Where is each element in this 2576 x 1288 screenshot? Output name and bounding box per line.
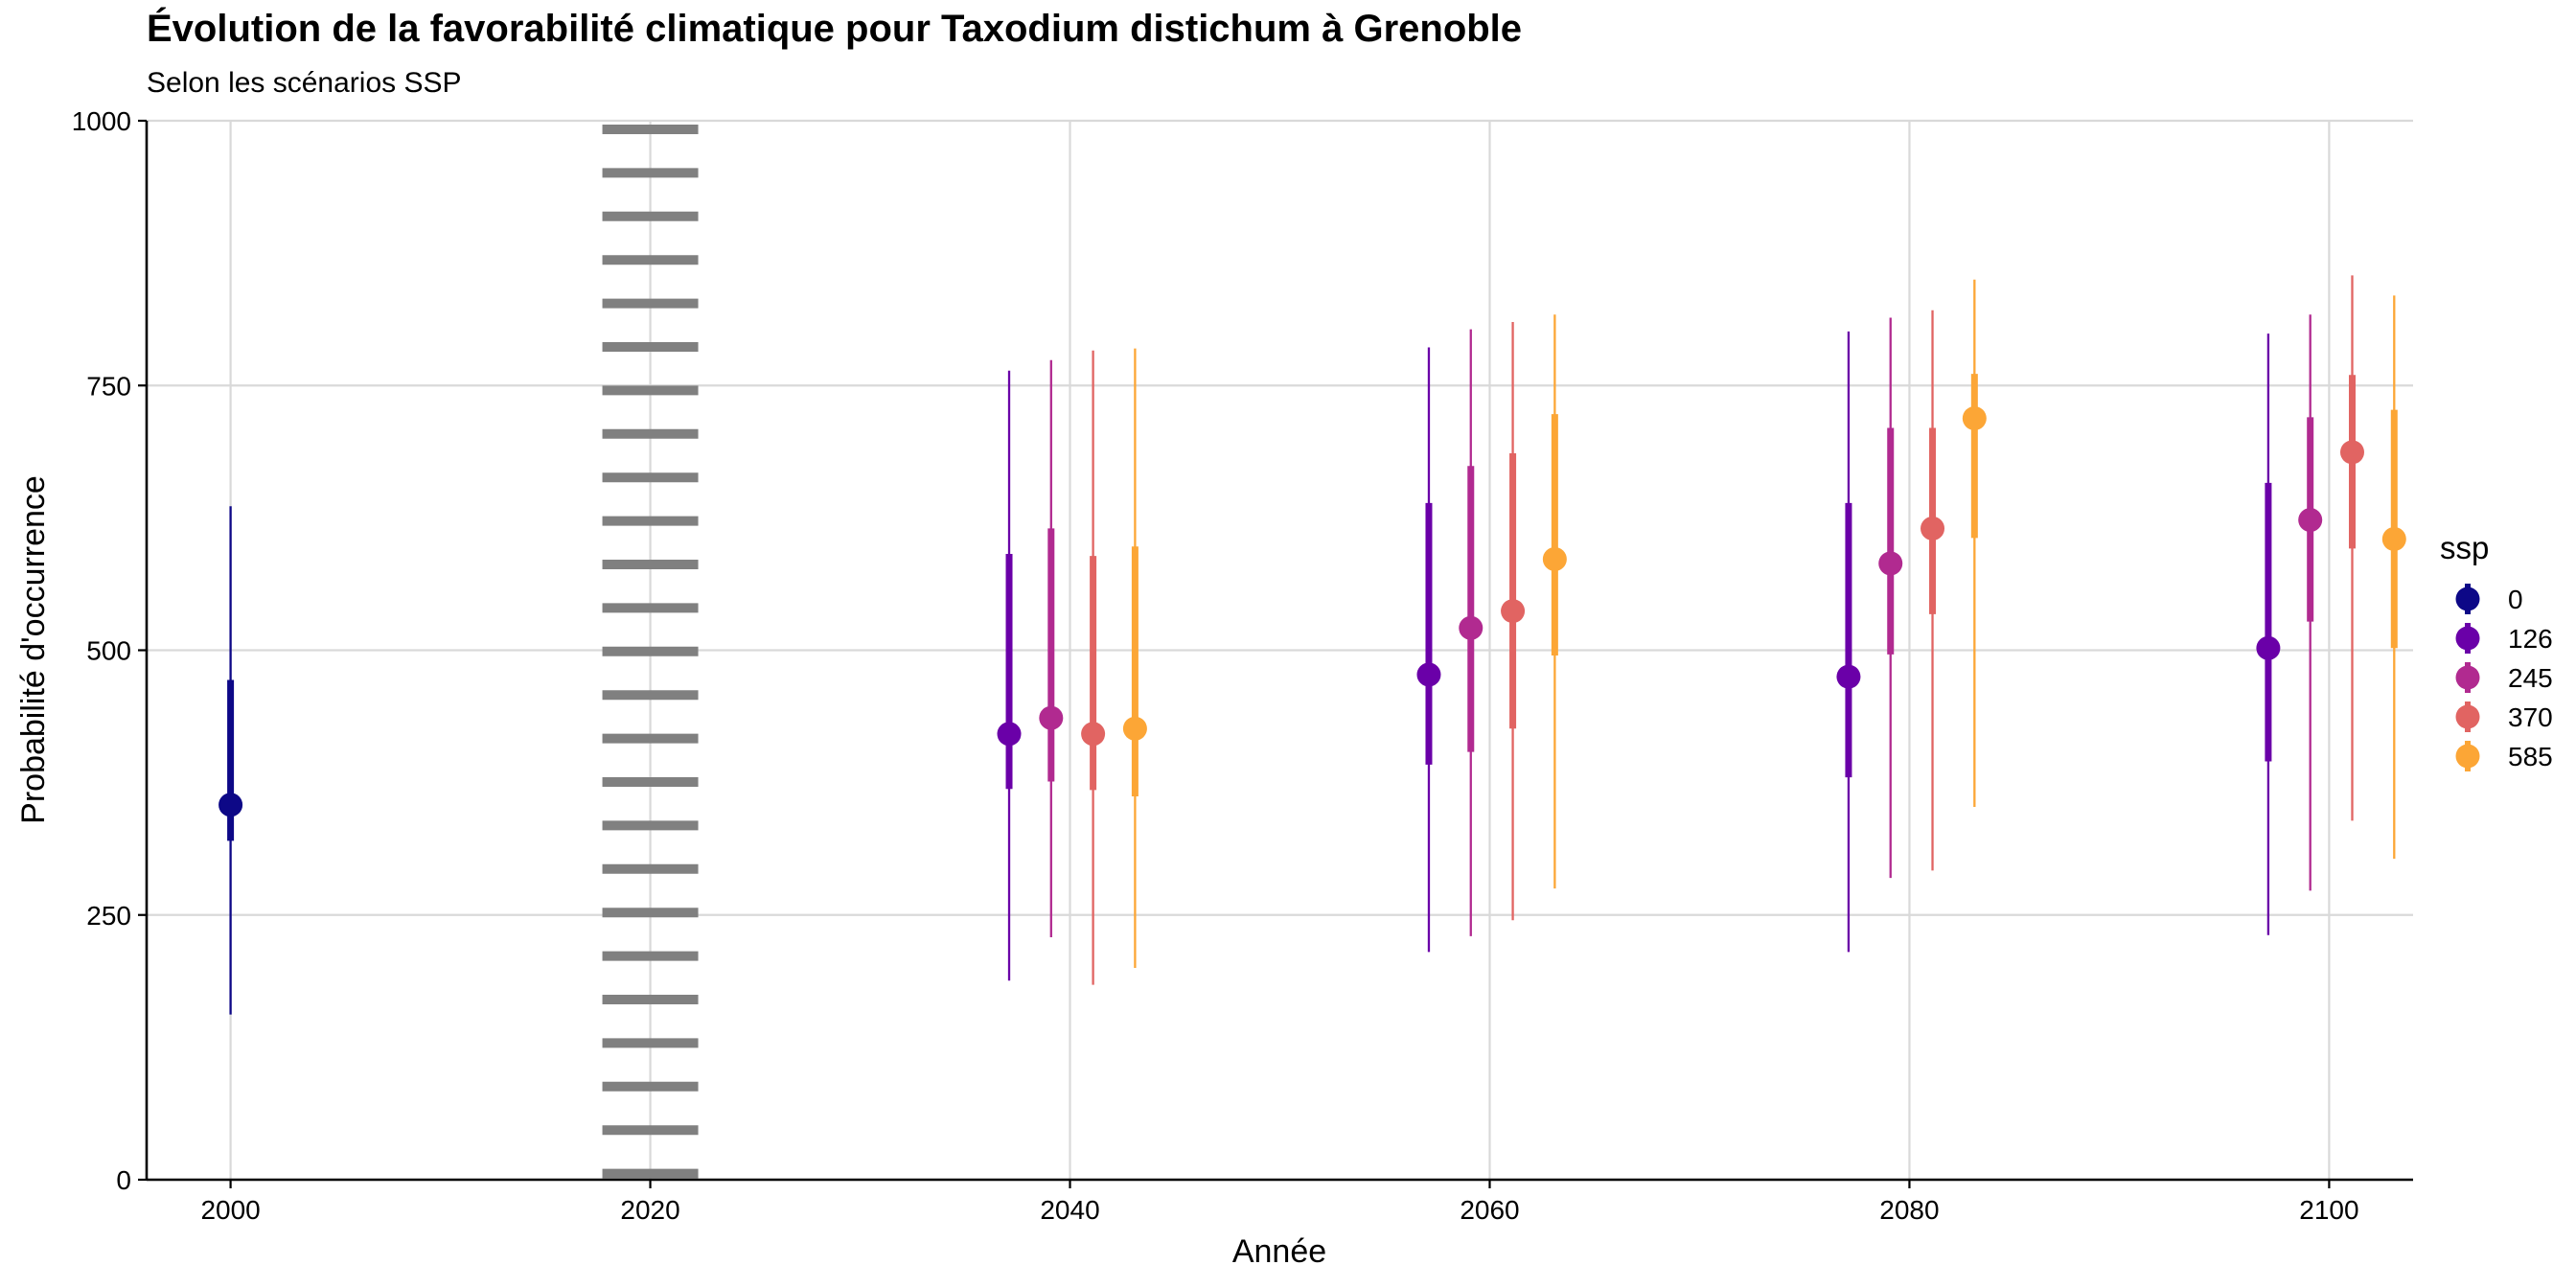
x-axis-label: Année bbox=[1232, 1233, 1326, 1270]
data-marks bbox=[218, 275, 2406, 1015]
x-tick-label: 2020 bbox=[620, 1195, 679, 1225]
legend-key-point bbox=[2455, 626, 2480, 651]
data-point bbox=[1122, 716, 1147, 741]
data-point bbox=[2381, 526, 2406, 551]
legend-title: ssp bbox=[2440, 530, 2489, 565]
data-point bbox=[1501, 599, 1526, 624]
data-point bbox=[997, 722, 1022, 747]
data-point bbox=[1836, 664, 1861, 689]
chart-title: Évolution de la favorabilité climatique … bbox=[147, 8, 1523, 50]
legend-key-point bbox=[2455, 665, 2480, 690]
x-tick-label: 2060 bbox=[1460, 1195, 1519, 1225]
data-point bbox=[1962, 406, 1987, 431]
data-point bbox=[1081, 722, 1106, 747]
legend-item-label: 245 bbox=[2508, 663, 2553, 693]
data-point bbox=[2339, 440, 2364, 465]
legend-item-label: 0 bbox=[2508, 585, 2523, 614]
y-tick-label: 0 bbox=[116, 1165, 131, 1195]
y-tick-label: 250 bbox=[86, 901, 131, 931]
data-point bbox=[1416, 662, 1441, 687]
x-tick-label: 2000 bbox=[200, 1195, 260, 1225]
axes bbox=[138, 119, 2413, 1188]
y-tick-label: 1000 bbox=[72, 106, 131, 136]
data-point bbox=[1459, 615, 1484, 640]
data-point bbox=[2256, 635, 2281, 660]
tick-labels: 0 250 500 750 1000 2000 2020 2040 2060 2080 2100 bbox=[72, 106, 2359, 1225]
x-tick-label: 2100 bbox=[2299, 1195, 2358, 1225]
legend-item-label: 370 bbox=[2508, 702, 2553, 732]
data-point bbox=[2298, 508, 2323, 533]
legend: ssp 0 126 245 370 585 bbox=[2440, 530, 2553, 771]
legend-item-label: 585 bbox=[2508, 742, 2553, 771]
legend-key-point bbox=[2455, 744, 2480, 769]
data-point bbox=[1878, 551, 1903, 576]
data-point bbox=[1542, 546, 1567, 571]
legend-item-label: 126 bbox=[2508, 624, 2553, 654]
x-tick-label: 2040 bbox=[1040, 1195, 1099, 1225]
y-tick-label: 500 bbox=[86, 636, 131, 666]
x-tick-label: 2080 bbox=[1879, 1195, 1939, 1225]
chart-subtitle: Selon les scénarios SSP bbox=[147, 67, 462, 99]
y-tick-label: 750 bbox=[86, 371, 131, 401]
legend-key-point bbox=[2455, 704, 2480, 729]
y-axis-label: Probabilité d'occurrence bbox=[15, 475, 52, 824]
data-point bbox=[1039, 705, 1064, 730]
grid-lines bbox=[147, 119, 2413, 1182]
data-point bbox=[218, 793, 243, 817]
data-point bbox=[1920, 516, 1945, 540]
legend-key-point bbox=[2455, 586, 2480, 611]
